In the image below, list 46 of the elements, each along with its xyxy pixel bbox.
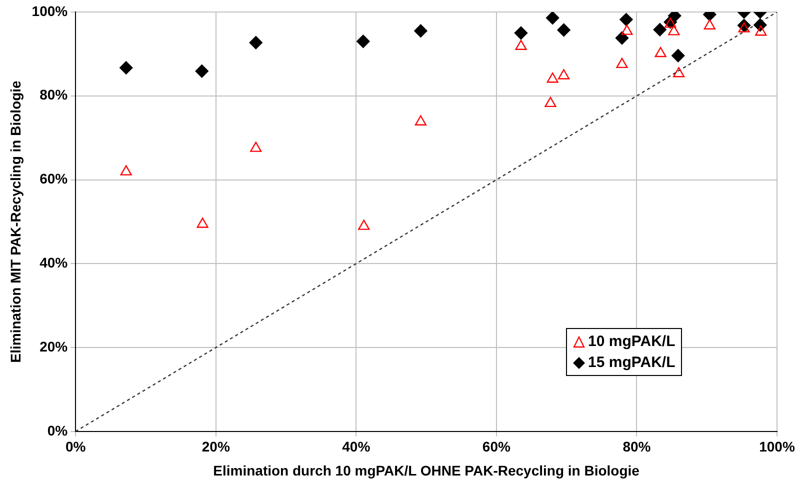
x-tick-label: 60% bbox=[482, 438, 511, 455]
legend-label: 10 mgPAK/L bbox=[588, 332, 676, 352]
point bbox=[195, 64, 208, 78]
point bbox=[544, 96, 556, 108]
point bbox=[250, 142, 262, 152]
point bbox=[672, 49, 685, 62]
y-tick-label: 80% bbox=[40, 86, 68, 103]
y-tick-label: 40% bbox=[40, 254, 68, 270]
y-tick-label: 20% bbox=[40, 338, 68, 354]
point bbox=[414, 115, 426, 126]
point bbox=[615, 31, 629, 45]
point bbox=[704, 19, 716, 30]
point bbox=[358, 220, 370, 230]
y-tick-label: 100% bbox=[32, 2, 68, 19]
x-tick-label: 0% bbox=[65, 438, 86, 455]
point bbox=[755, 26, 767, 36]
point bbox=[738, 22, 750, 32]
point bbox=[196, 218, 208, 228]
y-tick-label: 0% bbox=[47, 422, 68, 438]
point bbox=[515, 40, 527, 50]
point bbox=[673, 67, 685, 78]
point bbox=[664, 18, 676, 28]
y-axis-title: Elimination MIT PAK-Recycling in Biologie bbox=[7, 80, 24, 363]
point bbox=[620, 12, 633, 26]
point bbox=[621, 24, 633, 35]
point bbox=[557, 23, 570, 37]
point bbox=[668, 25, 680, 36]
x-tick-label: 40% bbox=[342, 438, 371, 455]
point bbox=[120, 165, 132, 176]
x-tick-label: 100% bbox=[759, 438, 796, 455]
x-tick-label: 20% bbox=[202, 438, 230, 455]
legend-label: 15 mgPAK/L bbox=[588, 353, 676, 374]
point bbox=[546, 72, 558, 83]
point bbox=[654, 46, 666, 58]
point bbox=[356, 34, 370, 48]
point bbox=[558, 69, 570, 80]
point bbox=[616, 58, 628, 68]
y-tick-label: 60% bbox=[40, 170, 68, 187]
point bbox=[546, 12, 560, 24]
point bbox=[249, 36, 262, 50]
point bbox=[120, 61, 133, 74]
point bbox=[514, 26, 528, 40]
point bbox=[414, 24, 428, 38]
x-axis-title: Elimination durch 10 mgPAK/L OHNE PAK-Recycling in Biologie bbox=[213, 462, 640, 478]
x-tick-label: 80% bbox=[622, 438, 652, 455]
point bbox=[653, 23, 666, 36]
